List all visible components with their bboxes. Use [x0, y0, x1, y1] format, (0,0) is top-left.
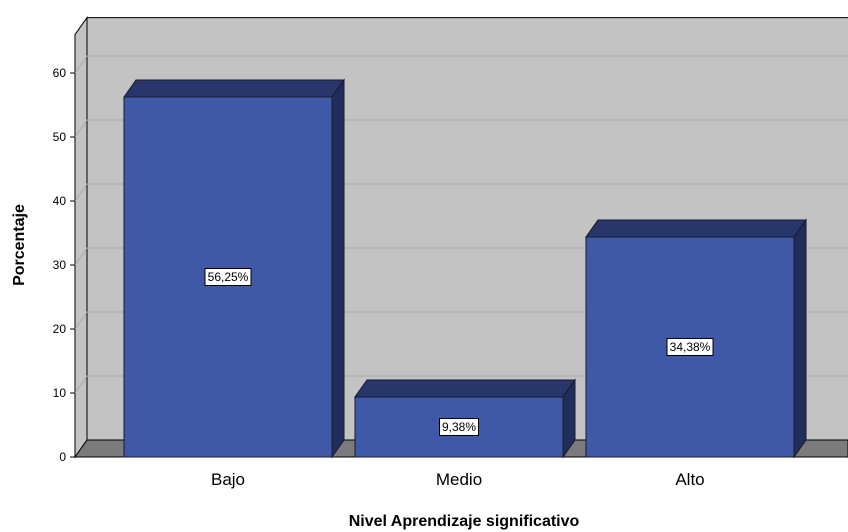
- x-category-label: Bajo: [211, 470, 245, 489]
- x-axis-categories: Bajo Medio Alto: [211, 470, 705, 489]
- bar-group: 56,25%: [123, 78, 345, 459]
- y-axis-ticks: 0 10 20 30 40 50 60: [53, 66, 75, 464]
- bar-side: [793, 218, 807, 459]
- bar-top: [585, 219, 807, 238]
- bar-group: 34,38%: [585, 218, 807, 459]
- x-category-label: Medio: [436, 470, 482, 489]
- data-label-box: [204, 268, 252, 286]
- bar-top: [354, 379, 576, 398]
- y-tick-label: 10: [53, 386, 67, 400]
- data-label-box: [666, 337, 714, 356]
- gridline: [74, 183, 848, 202]
- y-tick-label: 60: [53, 66, 67, 80]
- gridline: [74, 55, 848, 74]
- x-axis-title: Nivel Aprendizaje significativo: [349, 513, 580, 530]
- y-tick-label: 0: [59, 450, 66, 464]
- bar-group: 9,38%: [354, 378, 576, 459]
- y-tick-label: 30: [53, 258, 67, 272]
- bar-side: [562, 378, 576, 459]
- data-label: 9,38%: [442, 420, 476, 434]
- x-category-label: Alto: [675, 470, 704, 489]
- y-tick-label: 20: [53, 322, 67, 336]
- gridline: [74, 119, 848, 138]
- bar-top: [123, 79, 345, 98]
- y-tick-label: 50: [53, 130, 67, 144]
- bar-side: [331, 78, 345, 459]
- data-label: 34,38%: [670, 340, 711, 354]
- data-label: 56,25%: [208, 270, 249, 284]
- y-tick-label: 40: [53, 194, 67, 208]
- back-wall-outline: [86, 17, 848, 440]
- y-axis-title: Porcentaje: [11, 204, 28, 286]
- bars: 56,25% 9,38% 34,38%: [123, 78, 807, 459]
- data-label-box: [439, 417, 479, 436]
